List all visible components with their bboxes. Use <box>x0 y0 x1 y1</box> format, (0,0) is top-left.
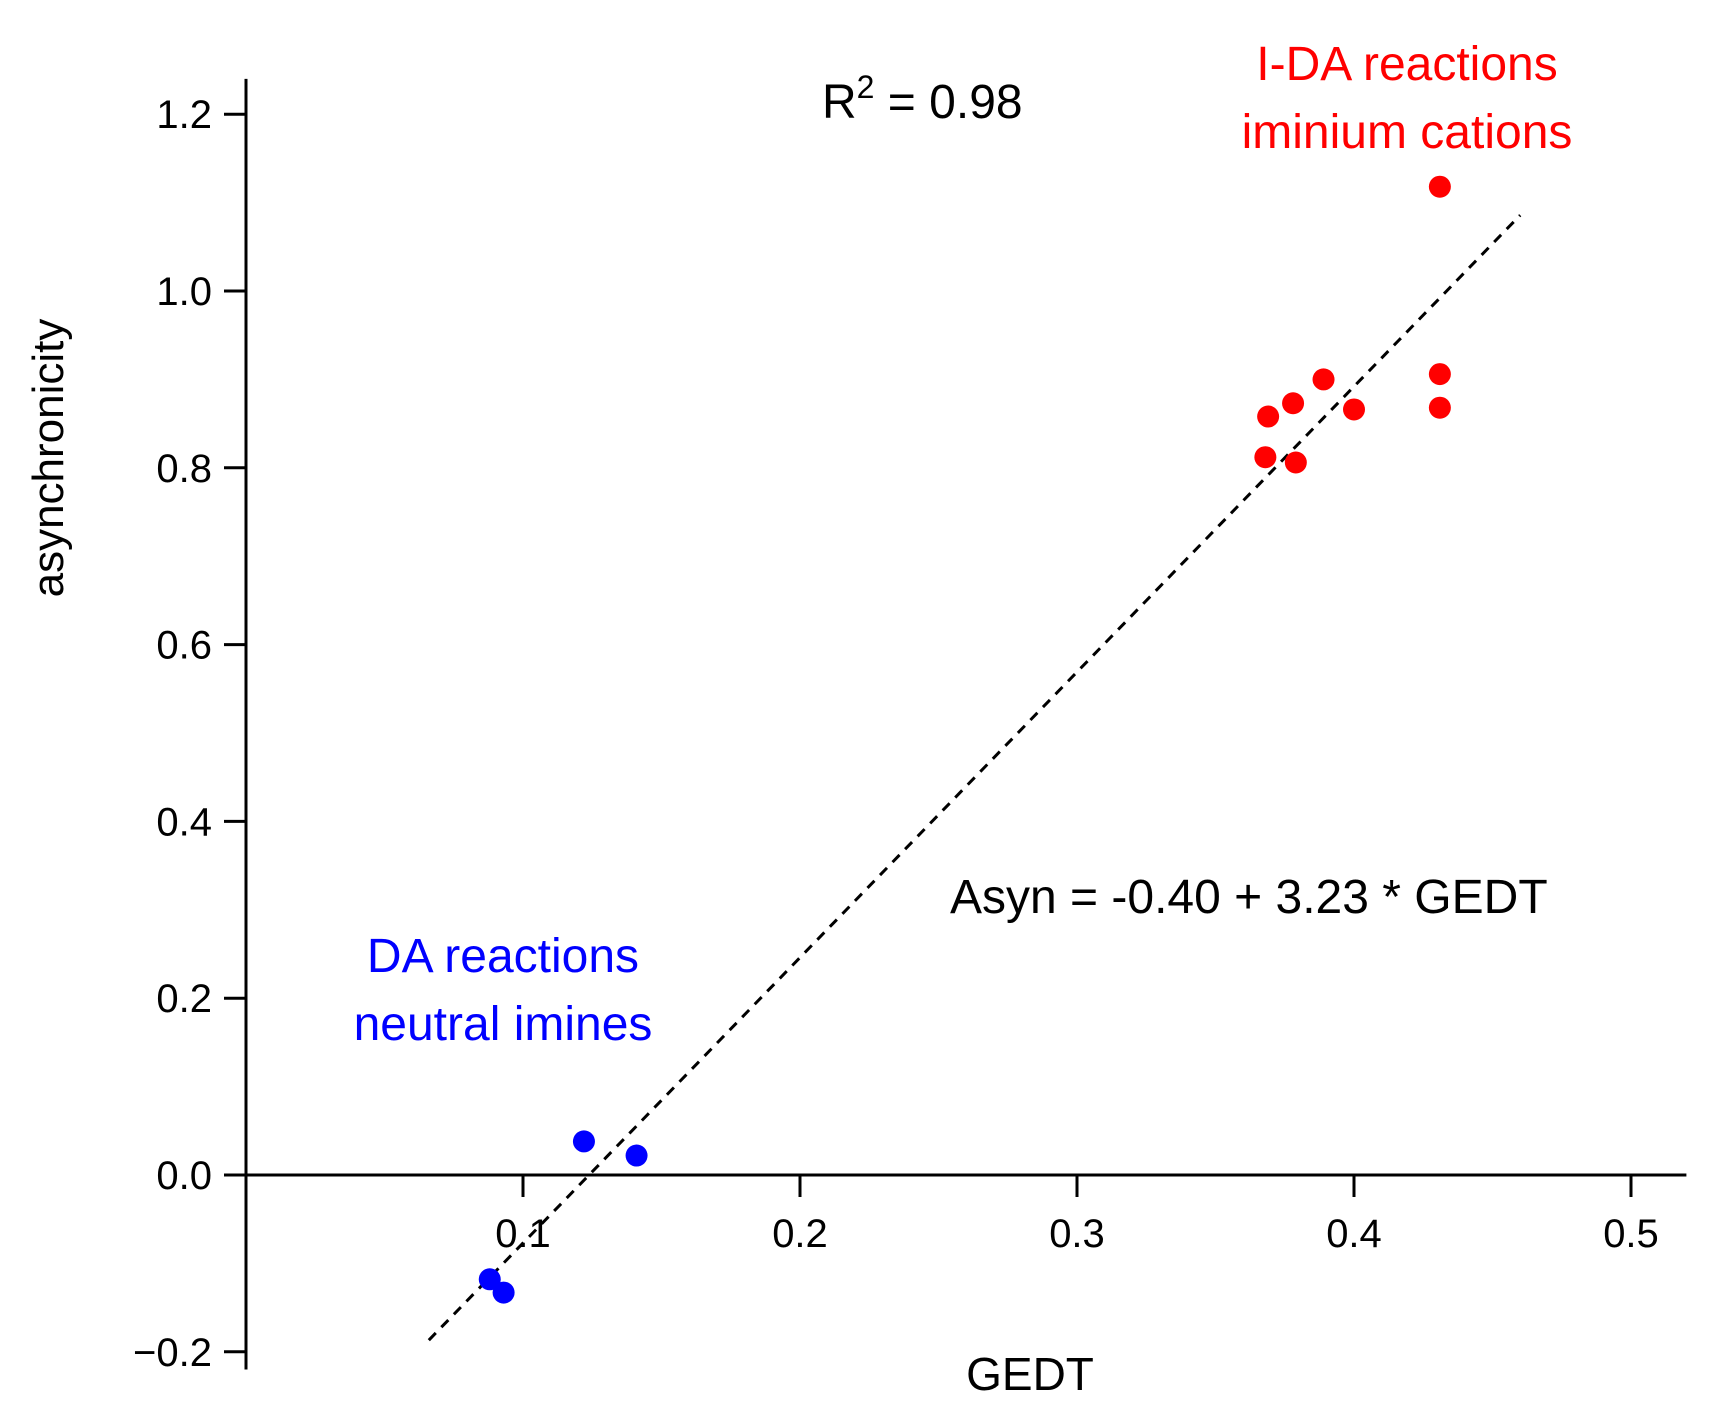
data-point-red <box>1282 392 1305 415</box>
data-point-red <box>1312 368 1335 391</box>
data-point-red <box>1257 405 1280 428</box>
y-tick-label: 0.8 <box>156 447 212 491</box>
data-points <box>478 175 1451 1304</box>
x-tick-label: 0.2 <box>772 1212 828 1256</box>
x-axis-label: GEDT <box>966 1348 1094 1400</box>
r-squared-prefix: R <box>822 76 857 129</box>
r-squared-label: R2 = 0.98 <box>822 69 1023 129</box>
r-squared-superscript: 2 <box>857 69 875 105</box>
data-point-blue <box>625 1144 648 1167</box>
axes <box>244 78 1687 1370</box>
y-tick-label: 0.6 <box>156 624 212 668</box>
y-tick-label: 0.4 <box>156 800 212 844</box>
y-tick-label: −0.2 <box>133 1331 212 1375</box>
data-point-red <box>1343 398 1365 421</box>
red-group-label-line1: I-DA reactions <box>1256 38 1557 91</box>
regression-line-group <box>427 214 1522 1342</box>
y-tick-label: 0.0 <box>156 1154 212 1198</box>
blue-group-label-line2: neutral imines <box>354 998 653 1051</box>
x-tick-label: 0.4 <box>1326 1212 1382 1256</box>
data-point-blue <box>572 1130 595 1153</box>
data-point-blue <box>492 1281 515 1304</box>
y-tick-label: 0.2 <box>156 977 212 1021</box>
y-tick-label: 1.2 <box>156 93 212 137</box>
regression-equation: Asyn = -0.40 + 3.23 * GEDT <box>950 871 1548 924</box>
red-group-label-line2: iminium cations <box>1242 106 1573 159</box>
regression-line <box>427 214 1522 1342</box>
data-point-red <box>1428 396 1451 419</box>
ticks: −0.2 0.0 0.2 0.4 0.6 0.8 1.0 1.2 0.1 0.2 0.3 0.4 0.5 <box>133 93 1659 1375</box>
data-point-red <box>1284 451 1307 474</box>
x-tick-label: 0.3 <box>1049 1212 1105 1256</box>
y-tick-label: 1.0 <box>156 270 212 314</box>
r-squared-value: = 0.98 <box>874 76 1022 129</box>
data-point-red <box>1254 446 1277 469</box>
data-point-blue <box>478 1268 501 1291</box>
data-point-red <box>1428 175 1451 198</box>
blue-group-label-line1: DA reactions <box>367 930 639 983</box>
data-point-red <box>1428 363 1451 386</box>
x-tick-label: 0.5 <box>1603 1212 1659 1256</box>
y-axis-label: asynchronicity <box>24 319 73 598</box>
x-tick-label: 0.1 <box>495 1212 551 1256</box>
